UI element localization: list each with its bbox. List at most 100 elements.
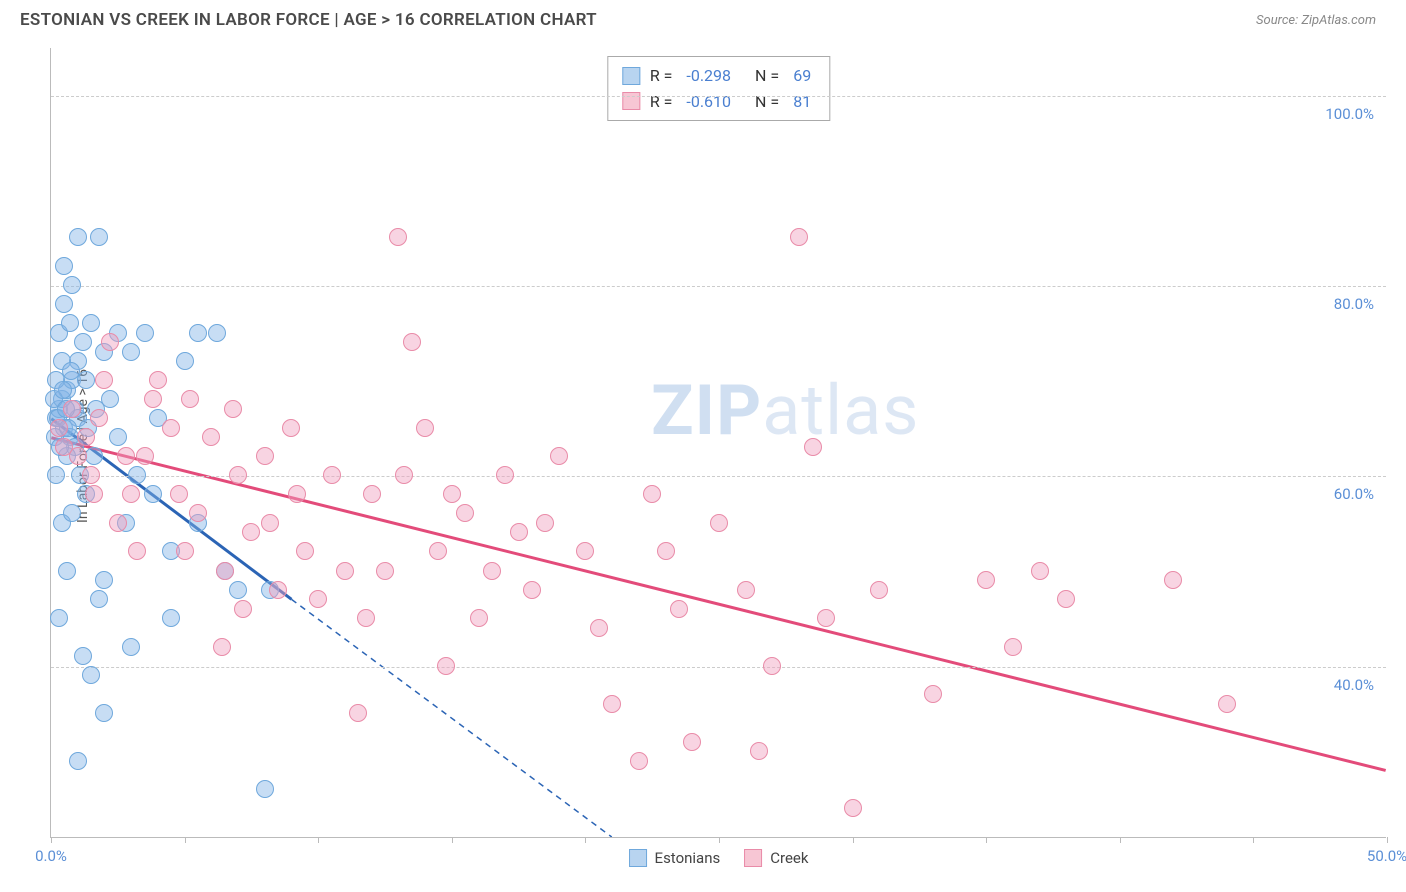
y-tick-label: 80.0% bbox=[1334, 295, 1374, 313]
stats-swatch bbox=[622, 67, 640, 85]
watermark: ZIPatlas bbox=[651, 370, 919, 452]
data-point bbox=[109, 514, 127, 532]
data-point bbox=[82, 314, 100, 332]
data-point bbox=[389, 228, 407, 246]
legend-swatch bbox=[744, 849, 762, 867]
data-point bbox=[523, 581, 541, 599]
legend-swatch bbox=[629, 849, 647, 867]
legend-item: Estonians bbox=[629, 849, 721, 867]
data-point bbox=[395, 466, 413, 484]
data-point bbox=[101, 333, 119, 351]
stats-n-label: N = bbox=[755, 63, 779, 89]
data-point bbox=[657, 542, 675, 560]
x-tick bbox=[719, 837, 720, 843]
data-point bbox=[122, 343, 140, 361]
data-point bbox=[47, 466, 65, 484]
data-point bbox=[50, 609, 68, 627]
data-point bbox=[82, 466, 100, 484]
x-tick bbox=[318, 837, 319, 843]
data-point bbox=[870, 581, 888, 599]
x-tick bbox=[51, 837, 52, 843]
data-point bbox=[269, 581, 287, 599]
data-point bbox=[576, 542, 594, 560]
source-attribution: Source: ZipAtlas.com bbox=[1256, 13, 1376, 28]
data-point bbox=[403, 333, 421, 351]
data-point bbox=[82, 666, 100, 684]
stats-r-label: R = bbox=[650, 63, 673, 89]
y-tick-label: 100.0% bbox=[1325, 105, 1374, 123]
data-point bbox=[176, 352, 194, 370]
stats-r-value: -0.298 bbox=[686, 63, 731, 89]
data-point bbox=[1004, 638, 1022, 656]
chart-title: ESTONIAN VS CREEK IN LABOR FORCE | AGE >… bbox=[20, 10, 597, 30]
y-tick-label: 40.0% bbox=[1334, 676, 1374, 694]
data-point bbox=[234, 600, 252, 618]
data-point bbox=[844, 799, 862, 817]
legend-item: Creek bbox=[744, 849, 808, 867]
data-point bbox=[229, 581, 247, 599]
data-point bbox=[69, 752, 87, 770]
data-point bbox=[128, 542, 146, 560]
data-point bbox=[208, 324, 226, 342]
data-point bbox=[1057, 590, 1075, 608]
data-point bbox=[376, 562, 394, 580]
data-point bbox=[136, 324, 154, 342]
data-point bbox=[336, 562, 354, 580]
data-point bbox=[536, 514, 554, 532]
data-point bbox=[429, 542, 447, 560]
data-point bbox=[85, 485, 103, 503]
data-point bbox=[288, 485, 306, 503]
data-point bbox=[149, 371, 167, 389]
data-point bbox=[77, 428, 95, 446]
data-point bbox=[55, 295, 73, 313]
data-point bbox=[176, 542, 194, 560]
legend-label: Estonians bbox=[655, 849, 721, 867]
data-point bbox=[643, 485, 661, 503]
data-point bbox=[62, 362, 80, 380]
stats-row: R =-0.610N =81 bbox=[622, 89, 815, 115]
gridline bbox=[51, 667, 1386, 668]
data-point bbox=[128, 466, 146, 484]
stats-n-label: N = bbox=[755, 89, 779, 115]
data-point bbox=[924, 685, 942, 703]
data-point bbox=[181, 390, 199, 408]
data-point bbox=[189, 324, 207, 342]
data-point bbox=[216, 562, 234, 580]
data-point bbox=[90, 409, 108, 427]
data-point bbox=[95, 704, 113, 722]
stats-row: R = -0.298 N = 69 bbox=[622, 63, 815, 89]
data-point bbox=[162, 609, 180, 627]
x-tick bbox=[986, 837, 987, 843]
data-point bbox=[144, 485, 162, 503]
gridline bbox=[51, 286, 1386, 287]
data-point bbox=[95, 571, 113, 589]
scatter-chart: ZIPatlas R =-0.298N =69R =-0.610N =81 Es… bbox=[50, 48, 1386, 838]
data-point bbox=[323, 466, 341, 484]
stats-n-value: 69 bbox=[793, 63, 811, 89]
data-point bbox=[242, 523, 260, 541]
data-point bbox=[670, 600, 688, 618]
data-point bbox=[69, 447, 87, 465]
data-point bbox=[224, 400, 242, 418]
x-tick bbox=[185, 837, 186, 843]
data-point bbox=[456, 504, 474, 522]
data-point bbox=[74, 647, 92, 665]
data-point bbox=[363, 485, 381, 503]
data-point bbox=[349, 704, 367, 722]
data-point bbox=[136, 447, 154, 465]
data-point bbox=[117, 447, 135, 465]
data-point bbox=[54, 381, 72, 399]
data-point bbox=[85, 447, 103, 465]
data-point bbox=[63, 504, 81, 522]
trendlines-layer bbox=[51, 48, 1386, 837]
data-point bbox=[189, 504, 207, 522]
gridline bbox=[51, 96, 1386, 97]
data-point bbox=[261, 514, 279, 532]
x-tick bbox=[1387, 837, 1388, 843]
data-point bbox=[437, 657, 455, 675]
data-point bbox=[496, 466, 514, 484]
data-point bbox=[58, 562, 76, 580]
x-tick bbox=[1120, 837, 1121, 843]
data-point bbox=[69, 228, 87, 246]
data-point bbox=[61, 314, 79, 332]
